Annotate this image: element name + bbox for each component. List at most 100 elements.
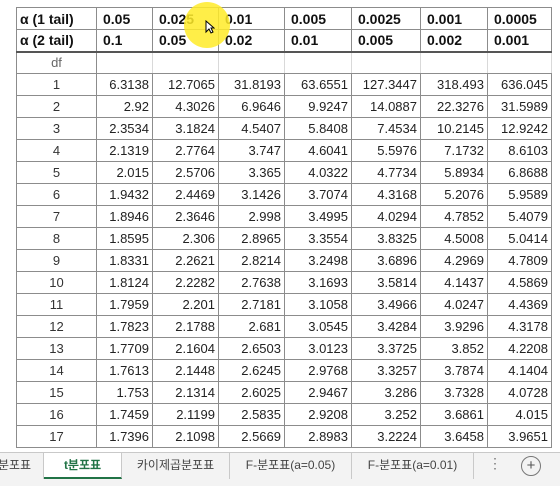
critical-value-cell[interactable]: 4.3168 <box>351 183 421 206</box>
critical-value-cell[interactable]: 2.015 <box>96 161 153 184</box>
critical-value-cell[interactable]: 4.5869 <box>487 271 552 294</box>
critical-value-cell[interactable]: 2.1314 <box>152 381 219 404</box>
critical-value-cell[interactable]: 10.2145 <box>420 117 488 140</box>
critical-value-cell[interactable]: 2.7181 <box>218 293 285 316</box>
df-cell[interactable]: 12 <box>16 315 97 338</box>
critical-value-cell[interactable]: 2.2282 <box>152 271 219 294</box>
alpha-value-cell[interactable]: 0.02 <box>218 29 285 53</box>
df-label-cell[interactable]: df <box>16 51 97 74</box>
critical-value-cell[interactable]: 3.365 <box>218 161 285 184</box>
critical-value-cell[interactable]: 4.4369 <box>487 293 552 316</box>
alpha-value-cell[interactable]: 0.002 <box>420 29 488 53</box>
critical-value-cell[interactable]: 8.6103 <box>487 139 552 162</box>
critical-value-cell[interactable]: 3.9296 <box>420 315 488 338</box>
critical-value-cell[interactable]: 4.0728 <box>487 381 552 404</box>
critical-value-cell[interactable]: 3.252 <box>351 403 421 426</box>
critical-value-cell[interactable]: 2.9208 <box>284 403 352 426</box>
critical-value-cell[interactable]: 4.7734 <box>351 161 421 184</box>
critical-value-cell[interactable]: 2.6025 <box>218 381 285 404</box>
df-cell[interactable]: 16 <box>16 403 97 426</box>
df-cell[interactable]: 13 <box>16 337 97 360</box>
critical-value-cell[interactable]: 3.4995 <box>284 205 352 228</box>
critical-value-cell[interactable]: 3.0545 <box>284 315 352 338</box>
critical-value-cell[interactable]: 4.1404 <box>487 359 552 382</box>
critical-value-cell[interactable]: 4.3178 <box>487 315 552 338</box>
critical-value-cell[interactable]: 3.1693 <box>284 271 352 294</box>
df-cell[interactable]: 6 <box>16 183 97 206</box>
critical-value-cell[interactable]: 1.8124 <box>96 271 153 294</box>
critical-value-cell[interactable]: 4.1437 <box>420 271 488 294</box>
empty-cell[interactable] <box>420 51 488 74</box>
critical-value-cell[interactable]: 3.1058 <box>284 293 352 316</box>
critical-value-cell[interactable]: 2.5669 <box>218 425 285 448</box>
critical-value-cell[interactable]: 12.9242 <box>487 117 552 140</box>
sheet-tab-f-005[interactable]: F-분포표(a=0.05) <box>230 453 352 479</box>
critical-value-cell[interactable]: 5.9589 <box>487 183 552 206</box>
df-cell[interactable]: 2 <box>16 95 97 118</box>
critical-value-cell[interactable]: 2.1098 <box>152 425 219 448</box>
critical-value-cell[interactable]: 1.7396 <box>96 425 153 448</box>
df-cell[interactable]: 7 <box>16 205 97 228</box>
critical-value-cell[interactable]: 3.3554 <box>284 227 352 250</box>
critical-value-cell[interactable]: 1.7709 <box>96 337 153 360</box>
critical-value-cell[interactable]: 2.9467 <box>284 381 352 404</box>
critical-value-cell[interactable]: 4.0322 <box>284 161 352 184</box>
critical-value-cell[interactable]: 6.3138 <box>96 73 153 96</box>
critical-value-cell[interactable]: 6.9646 <box>218 95 285 118</box>
sheet-tab-bunpopyo[interactable]: 분포표 <box>0 453 44 479</box>
critical-value-cell[interactable]: 2.1788 <box>152 315 219 338</box>
critical-value-cell[interactable]: 5.5976 <box>351 139 421 162</box>
critical-value-cell[interactable]: 1.7823 <box>96 315 153 338</box>
critical-value-cell[interactable]: 2.1199 <box>152 403 219 426</box>
df-cell[interactable]: 11 <box>16 293 97 316</box>
empty-cell[interactable] <box>96 51 153 74</box>
alpha-value-cell[interactable]: 0.001 <box>487 29 552 53</box>
critical-value-cell[interactable]: 7.4534 <box>351 117 421 140</box>
df-cell[interactable]: 15 <box>16 381 97 404</box>
critical-value-cell[interactable]: 1.9432 <box>96 183 153 206</box>
tab-scroll-separator[interactable]: ⋮ <box>488 455 502 471</box>
critical-value-cell[interactable]: 3.0123 <box>284 337 352 360</box>
df-cell[interactable]: 3 <box>16 117 97 140</box>
critical-value-cell[interactable]: 2.201 <box>152 293 219 316</box>
critical-value-cell[interactable]: 2.6503 <box>218 337 285 360</box>
sheet-tab-chi-square[interactable]: 카이제곱분포표 <box>122 453 230 479</box>
critical-value-cell[interactable]: 2.681 <box>218 315 285 338</box>
df-cell[interactable]: 14 <box>16 359 97 382</box>
critical-value-cell[interactable]: 3.1426 <box>218 183 285 206</box>
critical-value-cell[interactable]: 3.1824 <box>152 117 219 140</box>
critical-value-cell[interactable]: 3.8325 <box>351 227 421 250</box>
critical-value-cell[interactable]: 1.7959 <box>96 293 153 316</box>
critical-value-cell[interactable]: 3.4966 <box>351 293 421 316</box>
critical-value-cell[interactable]: 4.5407 <box>218 117 285 140</box>
critical-value-cell[interactable]: 2.1448 <box>152 359 219 382</box>
empty-cell[interactable] <box>487 51 552 74</box>
critical-value-cell[interactable]: 2.8983 <box>284 425 352 448</box>
add-sheet-button[interactable]: + <box>521 456 541 476</box>
critical-value-cell[interactable]: 4.3026 <box>152 95 219 118</box>
empty-cell[interactable] <box>284 51 352 74</box>
critical-value-cell[interactable]: 3.3725 <box>351 337 421 360</box>
critical-value-cell[interactable]: 3.6896 <box>351 249 421 272</box>
critical-value-cell[interactable]: 3.6458 <box>420 425 488 448</box>
critical-value-cell[interactable]: 1.7613 <box>96 359 153 382</box>
critical-value-cell[interactable]: 3.9651 <box>487 425 552 448</box>
critical-value-cell[interactable]: 2.8214 <box>218 249 285 272</box>
df-cell[interactable]: 8 <box>16 227 97 250</box>
critical-value-cell[interactable]: 2.3646 <box>152 205 219 228</box>
alpha-label-cell[interactable]: α (1 tail) <box>16 7 97 30</box>
df-cell[interactable]: 9 <box>16 249 97 272</box>
critical-value-cell[interactable]: 4.2969 <box>420 249 488 272</box>
critical-value-cell[interactable]: 4.6041 <box>284 139 352 162</box>
critical-value-cell[interactable]: 3.852 <box>420 337 488 360</box>
critical-value-cell[interactable]: 2.306 <box>152 227 219 250</box>
critical-value-cell[interactable]: 6.8688 <box>487 161 552 184</box>
critical-value-cell[interactable]: 636.045 <box>487 73 552 96</box>
critical-value-cell[interactable]: 7.1732 <box>420 139 488 162</box>
critical-value-cell[interactable]: 2.5706 <box>152 161 219 184</box>
worksheet-area[interactable]: α (1 tail) 0.05 0.025 0.01 0.005 0.0025 0.001 0… <box>0 0 560 452</box>
critical-value-cell[interactable]: 5.4079 <box>487 205 552 228</box>
df-cell[interactable]: 4 <box>16 139 97 162</box>
critical-value-cell[interactable]: 4.7852 <box>420 205 488 228</box>
sheet-tab-f-001[interactable]: F-분포표(a=0.01) <box>352 453 474 479</box>
